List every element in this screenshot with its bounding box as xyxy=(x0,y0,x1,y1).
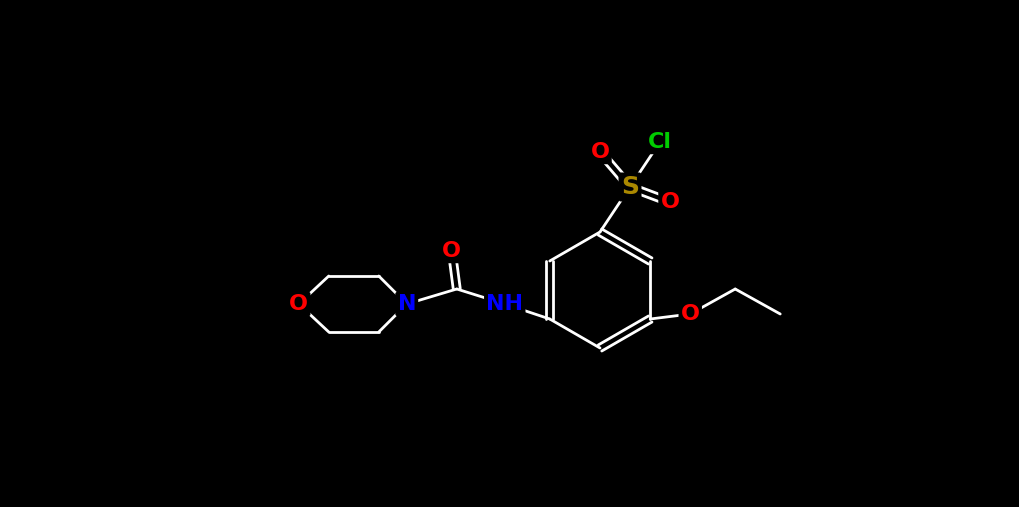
Text: O: O xyxy=(289,294,309,314)
Text: O: O xyxy=(442,241,462,261)
Text: NH: NH xyxy=(486,294,524,314)
Text: S: S xyxy=(621,175,639,199)
Text: O: O xyxy=(590,142,609,162)
Text: O: O xyxy=(660,192,680,212)
Text: O: O xyxy=(681,304,700,324)
Text: Cl: Cl xyxy=(648,132,672,152)
Text: N: N xyxy=(397,294,416,314)
